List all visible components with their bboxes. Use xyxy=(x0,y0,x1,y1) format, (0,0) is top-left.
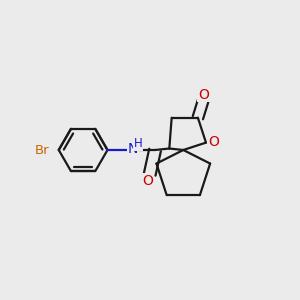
Text: Br: Br xyxy=(34,143,49,157)
Text: O: O xyxy=(142,174,153,188)
Text: O: O xyxy=(208,135,219,149)
Text: N: N xyxy=(128,142,138,155)
Text: H: H xyxy=(134,137,142,150)
Text: O: O xyxy=(198,88,209,101)
